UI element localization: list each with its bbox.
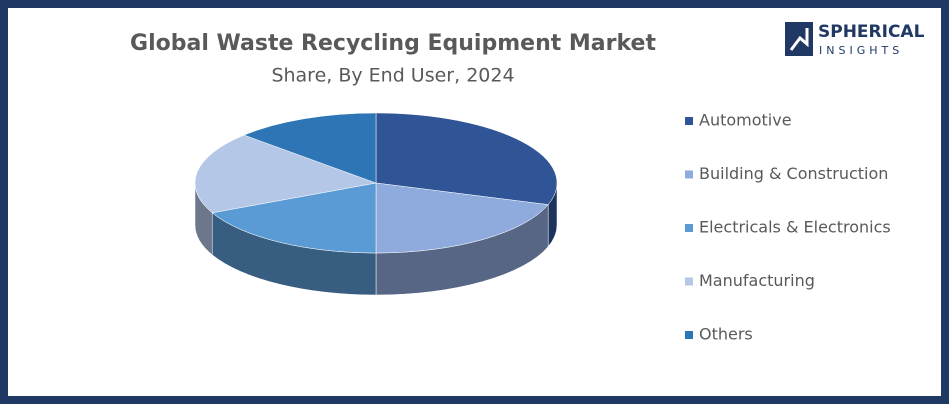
legend-swatch bbox=[685, 277, 693, 286]
chart-subtitle: Share, By End User, 2024 bbox=[271, 65, 514, 87]
logo-icon bbox=[789, 28, 809, 51]
slice bbox=[375, 182, 549, 254]
slice bbox=[243, 112, 377, 184]
logo-subtext: INSIGHTS bbox=[819, 44, 903, 57]
chart-title: Global Waste Recycling Equipment Market bbox=[130, 31, 656, 56]
slice bbox=[194, 134, 377, 214]
legend-label: Automotive bbox=[699, 111, 792, 130]
legend-label: Others bbox=[699, 325, 753, 344]
legend-label: Electricals & Electronics bbox=[699, 218, 891, 237]
legend-label: Building & Construction bbox=[699, 164, 888, 183]
legend-swatch bbox=[685, 224, 693, 232]
logo-text: SPHERICAL bbox=[818, 22, 925, 42]
logo: SPHERICAL INSIGHTS bbox=[785, 22, 925, 57]
chart: Global Waste Recycling Equipment Market … bbox=[130, 22, 925, 344]
legend-swatch bbox=[685, 117, 693, 125]
slice bbox=[375, 112, 558, 205]
legend-swatch bbox=[685, 331, 693, 339]
legend-label: Manufacturing bbox=[699, 271, 815, 290]
slice bbox=[211, 182, 377, 254]
legend-swatch bbox=[685, 170, 693, 179]
